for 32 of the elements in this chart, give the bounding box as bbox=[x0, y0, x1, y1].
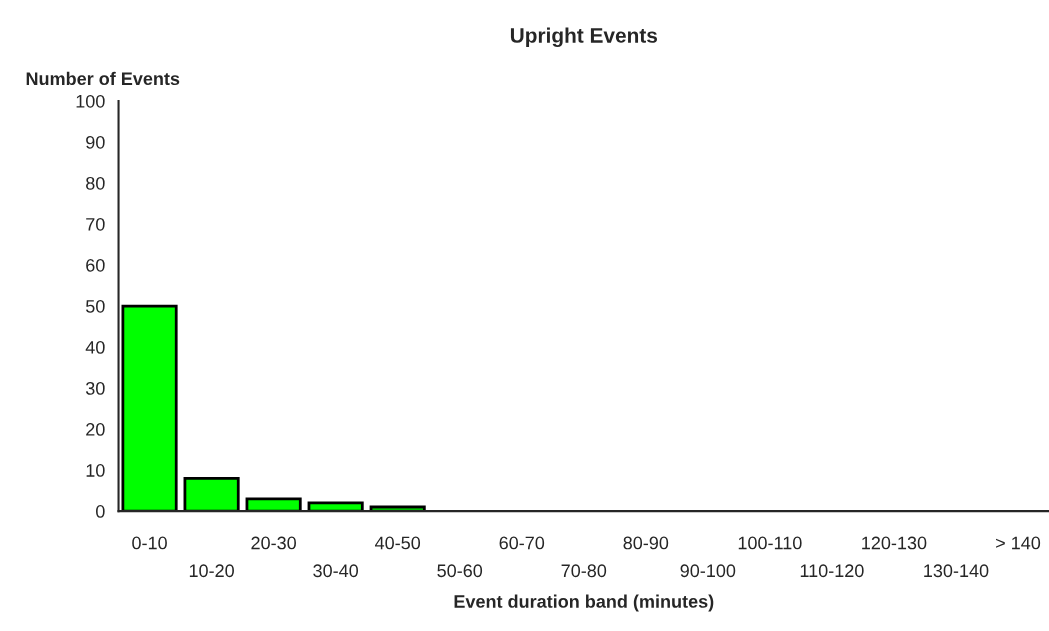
x-tick-label: 70-80 bbox=[561, 564, 607, 578]
y-tick-label: 0 bbox=[96, 505, 105, 518]
y-tick-label: 40 bbox=[85, 340, 105, 354]
x-tick-label: 100-110 bbox=[738, 536, 802, 550]
x-tick-label: 40-50 bbox=[375, 536, 421, 550]
y-tick-label: 80 bbox=[86, 176, 105, 190]
bar bbox=[183, 476, 240, 512]
x-tick-label: 130-140 bbox=[924, 564, 989, 578]
x-tick-label: 0-10 bbox=[132, 536, 167, 550]
y-tick-label: 20 bbox=[86, 423, 105, 436]
y-tick-label: 30 bbox=[85, 382, 105, 395]
x-tick-label: 60-70 bbox=[499, 536, 545, 550]
y-tick-label: 60 bbox=[86, 258, 105, 272]
chart-title: Upright Events bbox=[510, 27, 657, 48]
y-axis-title: Number of Events bbox=[26, 71, 180, 86]
x-tick-label: 10-20 bbox=[189, 564, 234, 578]
bar bbox=[245, 497, 302, 512]
bar bbox=[121, 304, 178, 512]
y-tick-label: 70 bbox=[86, 217, 105, 231]
x-tick-label: 90-100 bbox=[680, 564, 736, 578]
x-tick-label: 80-90 bbox=[623, 536, 669, 550]
y-tick-label: 50 bbox=[85, 299, 105, 313]
x-tick-label: 20-30 bbox=[251, 536, 296, 550]
x-tick-label: 50-60 bbox=[437, 564, 483, 578]
x-tick-label: > 140 bbox=[996, 536, 1041, 550]
x-tick-label: 110-120 bbox=[800, 564, 864, 578]
y-tick-label: 100 bbox=[76, 94, 105, 108]
y-tick-label: 90 bbox=[86, 135, 105, 149]
y-tick-label: 10 bbox=[86, 464, 105, 477]
x-axis-title: Event duration band (minutes) bbox=[454, 594, 714, 612]
x-tick-label: 120-130 bbox=[862, 536, 927, 550]
x-tick-label: 30-40 bbox=[313, 564, 359, 578]
